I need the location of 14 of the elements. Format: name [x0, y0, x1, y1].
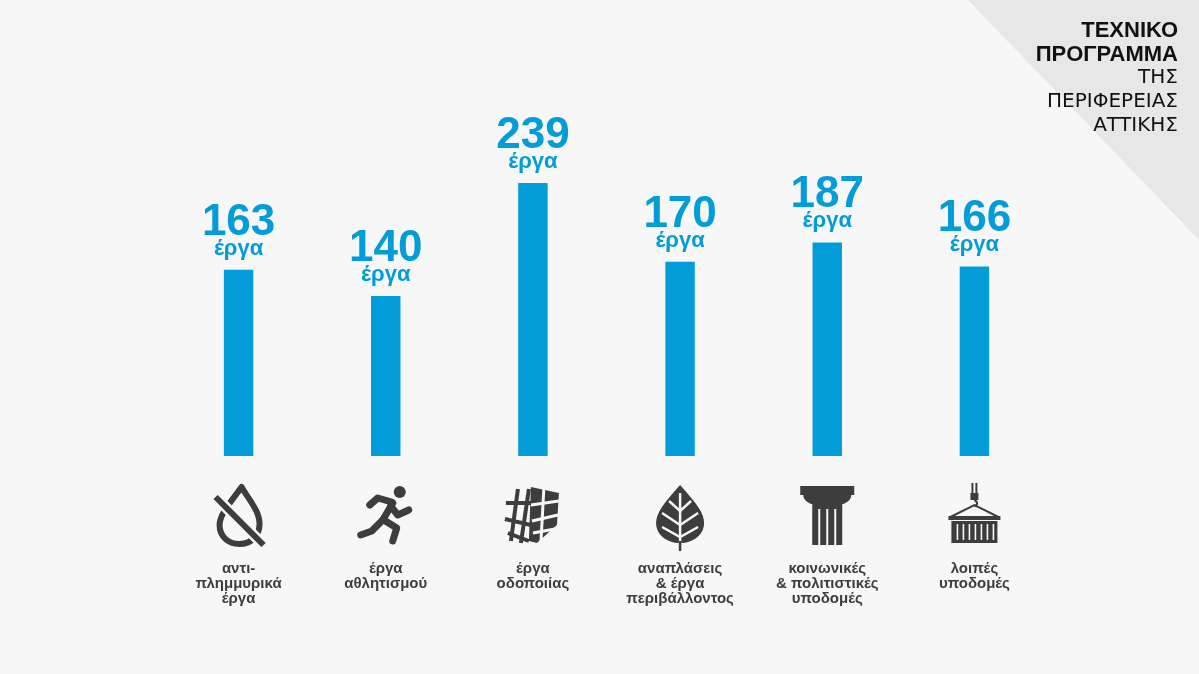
x-tick-label: έργα οδοποιίας: [496, 558, 570, 591]
bar: [812, 242, 842, 456]
bar: [959, 266, 990, 456]
bar: [371, 296, 401, 456]
x-tick-label: έργα αθλητισμού: [344, 558, 428, 591]
text: ΤΗΣ ΠΕΡΙΦΕΡΕΙΑΣ ΑΤΤΙΚΗΣ: [1047, 64, 1178, 136]
x-tick-label: αναπλάσεις & έργα περιβάλλοντος: [626, 558, 735, 606]
bar: [223, 269, 254, 456]
x-tick-label: αντι-πλημμυρικά έργα: [195, 558, 283, 606]
x-tick-label: κοινωνικές & πολιτιστικές υποδομές: [775, 558, 879, 606]
text: ΤΕΧΝΙΚΟ ΠΡΟΓΡΑΜΜΑ: [1035, 17, 1179, 66]
bar: [665, 261, 695, 456]
bar: [518, 183, 548, 456]
x-tick-label: λοιπές υποδομές: [938, 558, 1011, 591]
